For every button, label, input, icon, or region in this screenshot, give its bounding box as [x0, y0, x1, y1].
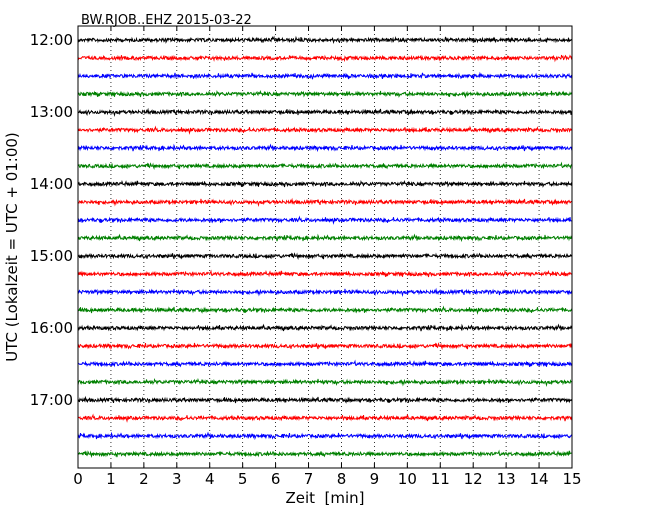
- x-tick-label: 6: [271, 470, 281, 488]
- trace-1745: [77, 449, 573, 458]
- x-tick-label: 2: [139, 470, 149, 488]
- trace-1515: [77, 269, 573, 278]
- y-tick-label: 14:00: [30, 175, 73, 193]
- trace-1415: [77, 197, 573, 208]
- trace-1400: [77, 179, 573, 188]
- plot-frame: [77, 25, 573, 469]
- trace-1545: [77, 305, 573, 315]
- x-tick-label: 11: [431, 470, 450, 488]
- seismogram-traces: [77, 35, 573, 458]
- x-tick-label: 14: [530, 470, 549, 488]
- x-tick-label: 9: [370, 470, 380, 488]
- trace-1330: [77, 143, 573, 153]
- trace-1500: [77, 252, 573, 260]
- trace-1300: [77, 107, 573, 118]
- x-axis-ticks: 0 1 2 3 4 5 6 7 8 9 10 11 12 13 14 15: [73, 26, 582, 488]
- y-tick-label: 17:00: [30, 391, 73, 409]
- y-axis-label: UTC (Lokalzeit = UTC + 01:00): [3, 132, 21, 362]
- trace-1245: [77, 89, 573, 99]
- trace-1700: [77, 395, 573, 404]
- y-axis-ticks: 12:00 13:00 14:00 15:00 16:00 17:00: [30, 31, 572, 409]
- x-tick-label: 3: [172, 470, 182, 488]
- y-tick-label: 15:00: [30, 247, 73, 265]
- x-tick-label: 13: [497, 470, 516, 488]
- trace-1645: [77, 377, 573, 388]
- trace-1445: [77, 233, 573, 243]
- trace-1430: [77, 215, 573, 225]
- x-tick-label: 1: [106, 470, 116, 488]
- x-tick-label: 15: [562, 470, 581, 488]
- trace-1615: [77, 342, 573, 351]
- x-tick-label: 7: [304, 470, 314, 488]
- trace-1630: [77, 359, 573, 368]
- vertical-grid: [110, 26, 540, 468]
- x-tick-label: 4: [205, 470, 215, 488]
- x-tick-label: 5: [238, 470, 248, 488]
- trace-1730: [77, 431, 573, 441]
- x-tick-label: 12: [464, 470, 483, 488]
- trace-1200: [77, 35, 573, 44]
- trace-1600: [77, 323, 573, 332]
- y-tick-label: 12:00: [30, 31, 73, 49]
- y-tick-label: 16:00: [30, 319, 73, 337]
- x-tick-label: 8: [337, 470, 347, 488]
- trace-1215: [77, 54, 573, 63]
- x-tick-label: 10: [398, 470, 417, 488]
- y-tick-label: 13:00: [30, 103, 73, 121]
- trace-1230: [77, 71, 573, 80]
- trace-1715: [77, 413, 573, 423]
- trace-1315: [77, 125, 573, 135]
- x-tick-label: 0: [73, 470, 83, 488]
- trace-1345: [77, 161, 573, 170]
- trace-1530: [77, 287, 573, 298]
- x-axis-label: Zeit [min]: [285, 489, 364, 507]
- chart-title: BW.RJOB..EHZ 2015-03-22: [81, 13, 252, 28]
